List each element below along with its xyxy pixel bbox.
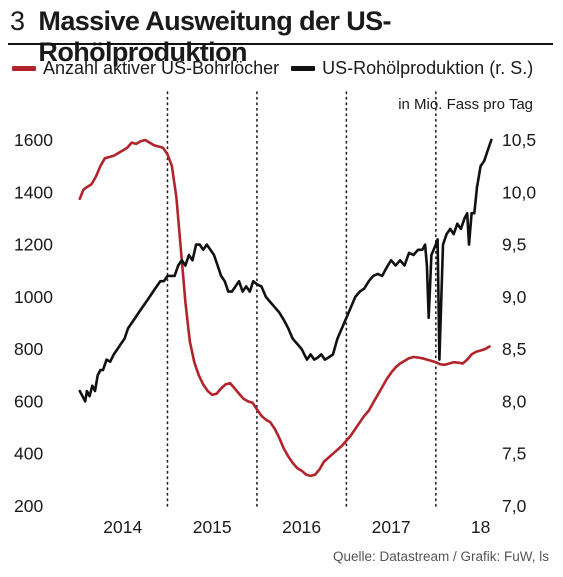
title-rule <box>8 43 553 45</box>
y-right-tick-label: 8,5 <box>502 339 526 359</box>
legend-item-rigs: Anzahl aktiver US-Bohrlöcher <box>12 58 279 79</box>
y-right-tick-label: 8,0 <box>502 391 527 411</box>
legend-item-production: US-Rohölproduktion (r. S.) <box>291 58 533 79</box>
series-line-rigs <box>78 138 491 478</box>
x-tick-label: 2014 <box>103 517 142 537</box>
y-right-tick-label: 9,0 <box>502 287 527 307</box>
legend-label-production: US-Rohölproduktion (r. S.) <box>322 58 534 78</box>
y-right-tick-label: 10,5 <box>502 130 536 150</box>
chart-number: 3 <box>10 6 25 36</box>
x-tick-label: 2017 <box>372 517 411 537</box>
legend: Anzahl aktiver US-Bohrlöcher US-Rohölpro… <box>12 58 545 79</box>
legend-label-rigs: Anzahl aktiver US-Bohrlöcher <box>43 58 280 78</box>
y-right-tick-label: 7,5 <box>502 444 526 464</box>
x-tick-label: 18 <box>471 517 490 537</box>
source-note: Quelle: Datastream / Grafik: FuW, ls <box>332 549 549 564</box>
y-left-tick-label: 200 <box>14 496 43 516</box>
series-line-production <box>78 138 493 403</box>
y-left-tick-label: 1600 <box>14 130 53 150</box>
legend-swatch-rigs <box>12 66 36 71</box>
chart-title: 3 Massive Ausweitung der US-Rohölprodukt… <box>10 6 563 67</box>
y-left-tick-label: 400 <box>14 444 43 464</box>
legend-swatch-production <box>291 66 316 71</box>
y-left-tick-label: 1000 <box>14 287 53 307</box>
y-right-tick-label: 9,5 <box>502 235 526 255</box>
y-left-tick-label: 800 <box>14 339 43 359</box>
y-right-tick-label: 10,0 <box>502 182 536 202</box>
x-tick-label: 2015 <box>193 517 232 537</box>
y-left-tick-label: 600 <box>14 391 43 411</box>
right-axis-unit: in Mio. Fass pro Tag <box>398 96 533 113</box>
chart-title-text: Massive Ausweitung der US-Rohölproduktio… <box>38 6 391 67</box>
y-right-tick-label: 7,0 <box>502 496 527 516</box>
y-left-tick-label: 1400 <box>14 182 53 202</box>
x-tick-label: 2016 <box>282 517 321 537</box>
y-left-tick-label: 1200 <box>14 235 53 255</box>
